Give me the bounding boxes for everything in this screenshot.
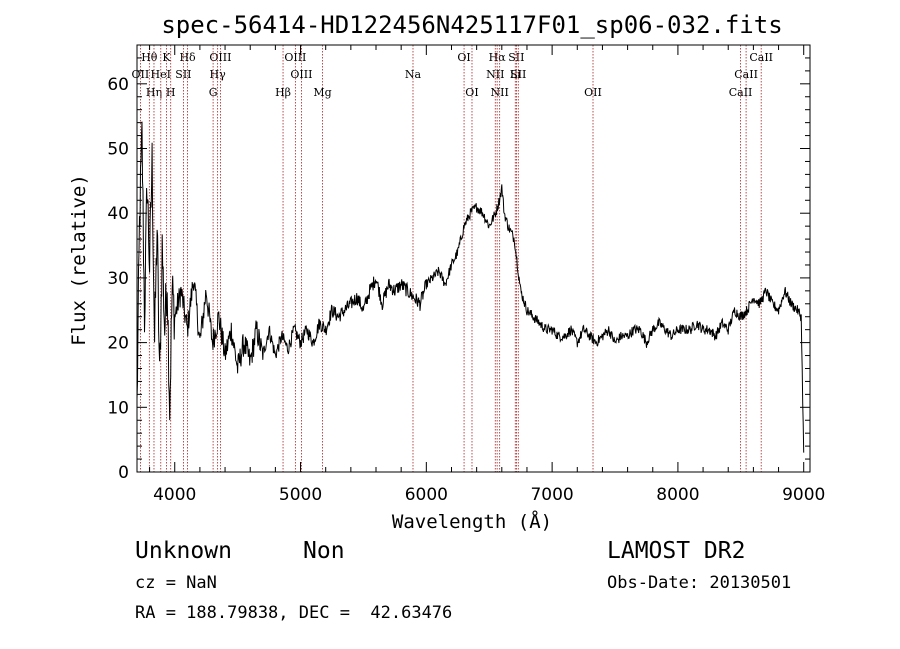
spectral-line-label: OIII bbox=[290, 68, 312, 81]
spectral-line-label: CaII bbox=[729, 86, 753, 99]
spectral-line-label: OIII bbox=[284, 51, 306, 64]
spectral-line-label: Hγ bbox=[210, 68, 227, 81]
spectral-line-label: Hα bbox=[489, 51, 507, 64]
coordinates-label: RA = 188.79838, DEC = 42.63476 bbox=[135, 603, 453, 623]
x-tick-label: 7000 bbox=[530, 485, 573, 505]
redshift-label: cz = NaN bbox=[135, 573, 217, 593]
spectral-line-label: G bbox=[209, 86, 218, 99]
y-tick-label: 50 bbox=[107, 140, 129, 160]
x-tick-label: 5000 bbox=[279, 485, 322, 505]
obs-date-label: Obs-Date: 20130501 bbox=[607, 573, 792, 593]
spectral-line-label: Mg bbox=[313, 86, 331, 99]
y-tick-label: 0 bbox=[118, 463, 129, 483]
spectral-line-label: K bbox=[162, 51, 171, 64]
spectral-line-label: Hθ bbox=[141, 51, 158, 64]
spectral-line-label: NII bbox=[491, 86, 509, 99]
spectral-line-label: SII bbox=[510, 68, 526, 81]
spectral-line-label: NII bbox=[486, 68, 504, 81]
spectral-line-label: Li bbox=[510, 68, 521, 81]
x-tick-label: 4000 bbox=[153, 485, 196, 505]
y-tick-label: 40 bbox=[107, 204, 129, 224]
spectral-line-label: OI bbox=[457, 51, 470, 64]
survey-label: LAMOST DR2 bbox=[607, 538, 746, 564]
spectral-line-label: SII bbox=[508, 51, 524, 64]
axes: 4000 5000 6000 7000 8000 9000 0 10 20 30 40 50 60 bbox=[107, 45, 825, 505]
x-tick-label: 8000 bbox=[656, 485, 699, 505]
spectral-line-label: Hδ bbox=[179, 51, 196, 64]
spectral-line-label: OII bbox=[584, 86, 602, 99]
spectral-line-label: H bbox=[166, 86, 176, 99]
spectral-line-label: HeI bbox=[151, 68, 171, 81]
spectral-line-label: CaII bbox=[749, 51, 773, 64]
object-subclass: Non bbox=[303, 538, 345, 564]
spectral-line-markers: Hθ OII Hη K HeI H Hδ SII OIII Hγ G OIII OIII Hβ Mg Na OI… bbox=[132, 45, 773, 472]
chart-title: spec-56414-HD122456N425117F01_sp06-032.f… bbox=[161, 11, 782, 39]
x-tick-label: 9000 bbox=[782, 485, 825, 505]
plot-frame bbox=[136, 44, 811, 473]
y-tick-label: 10 bbox=[107, 398, 129, 418]
x-axis-label: Wavelength (Å) bbox=[392, 510, 552, 533]
y-tick-label: 30 bbox=[107, 269, 129, 289]
spectrum-series bbox=[136, 121, 805, 453]
spectral-line-label: OIII bbox=[209, 51, 231, 64]
y-tick-label: 60 bbox=[107, 75, 129, 95]
spectral-line-label: OI bbox=[465, 86, 478, 99]
y-tick-label: 20 bbox=[107, 334, 129, 354]
spectral-line-label: Hη bbox=[146, 86, 162, 99]
spectral-line-label: SII bbox=[175, 68, 191, 81]
spectral-line-label: OII bbox=[132, 68, 150, 81]
spectral-line-label: CaII bbox=[734, 68, 758, 81]
y-axis-label: Flux (relative) bbox=[68, 174, 90, 346]
spectrum-line bbox=[136, 121, 805, 453]
spectral-line-label: Na bbox=[405, 68, 422, 81]
x-tick-label: 6000 bbox=[405, 485, 448, 505]
spectral-line-label: Hβ bbox=[275, 86, 291, 99]
object-class: Unknown bbox=[135, 538, 232, 564]
